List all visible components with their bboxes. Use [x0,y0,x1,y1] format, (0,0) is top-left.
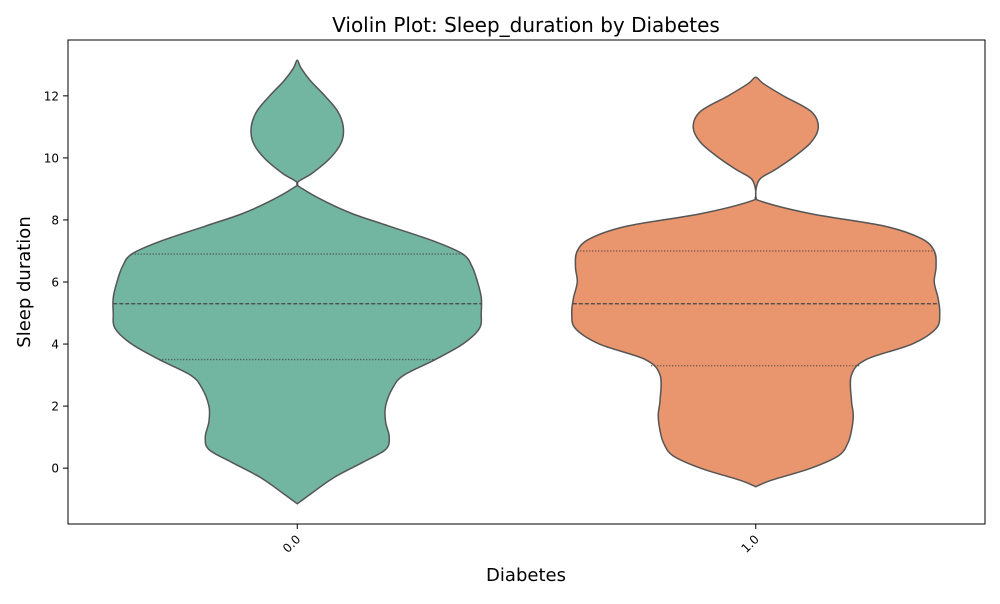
violins-layer [112,59,941,505]
x-axis: 0.0 1.0 [280,524,762,556]
y-tick-label: 8 [51,213,59,227]
x-tick-label: 1.0 [738,532,761,555]
y-axis: 0 2 4 6 8 10 12 [44,89,68,476]
y-tick-label: 4 [51,338,59,352]
x-axis-label: Diabetes [486,565,566,586]
violin-body-0.0 [112,59,483,505]
chart-title: Violin Plot: Sleep_duration by Diabetes [332,13,720,37]
y-tick-label: 0 [51,462,59,476]
violin-body-1.0 [570,76,941,488]
y-tick-label: 2 [51,400,59,414]
y-axis-label: Sleep duration [14,216,35,347]
y-tick-label: 12 [44,89,59,103]
y-tick-label: 6 [51,276,59,290]
y-tick-label: 10 [44,151,59,165]
x-tick-label: 0.0 [280,532,303,555]
